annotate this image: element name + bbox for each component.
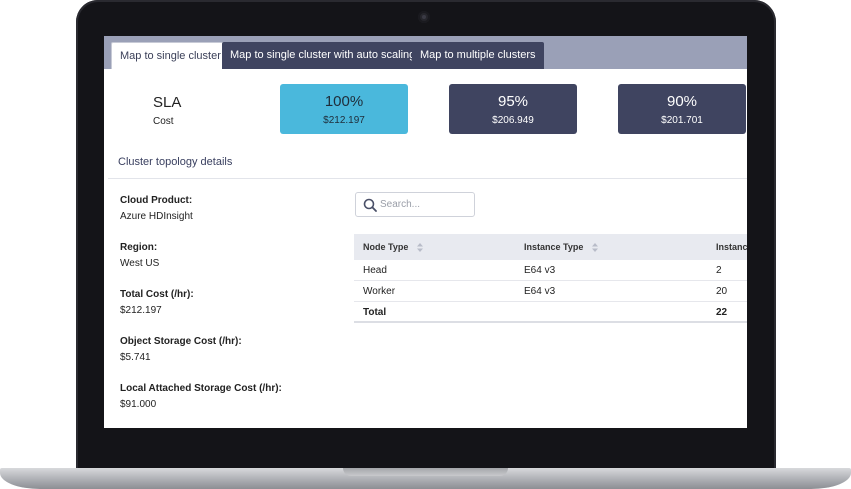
column-header-instances[interactable]: Instanc <box>716 234 747 260</box>
cell-instance-type: E64 v3 <box>524 286 556 297</box>
cell-total-instances: 22 <box>716 307 728 318</box>
column-header-instance-type[interactable]: Instance Type <box>524 234 598 260</box>
sla-option-100[interactable]: 100% $212.197 <box>280 84 408 134</box>
column-header-node-type[interactable]: Node Type <box>363 234 423 260</box>
detail-object-storage-cost: Object Storage Cost (/hr): $5.741 <box>120 336 242 363</box>
sla-option-cost: $206.949 <box>492 115 534 126</box>
cell-total-label: Total <box>363 307 387 318</box>
column-header-label: Node Type <box>363 242 409 252</box>
detail-value: $91.000 <box>120 399 157 410</box>
table-row: Head E64 v3 2 <box>354 260 747 281</box>
table-header: Node Type Instance Type Instanc <box>354 234 747 260</box>
column-header-label: Instanc <box>716 242 747 252</box>
cell-instances: 2 <box>716 265 722 276</box>
sla-option-percent: 95% <box>497 93 529 110</box>
search-box[interactable] <box>355 192 475 217</box>
detail-cloud-product: Cloud Product: Azure HDInsight <box>120 195 193 222</box>
detail-region: Region: West US <box>120 242 159 269</box>
detail-label: Region: <box>120 242 158 253</box>
detail-label: Cloud Product: <box>120 195 193 206</box>
table-row: Worker E64 v3 20 <box>354 281 747 302</box>
node-table: Node Type Instance Type Instanc Head E64… <box>354 234 747 323</box>
cell-node-type: Worker <box>363 286 396 297</box>
detail-local-storage-cost: Local Attached Storage Cost (/hr): $91.0… <box>120 383 282 410</box>
sla-option-cost: $201.701 <box>661 115 703 126</box>
column-header-label: Instance Type <box>524 242 584 252</box>
sla-option-percent: 100% <box>324 93 364 110</box>
detail-label: Object Storage Cost (/hr): <box>120 336 242 347</box>
cell-instance-type: E64 v3 <box>524 265 556 276</box>
detail-value: $212.197 <box>120 305 162 316</box>
section-title: Cluster topology details <box>118 156 233 168</box>
laptop-base-notch <box>343 468 508 476</box>
detail-value: West US <box>120 258 160 269</box>
sla-label: SLA <box>153 94 182 111</box>
cell-instances: 20 <box>716 286 728 297</box>
sort-icon <box>591 243 598 253</box>
app-screen: Map to single cluster Map to single clus… <box>104 36 747 428</box>
table-total-row: Total 22 <box>354 302 747 323</box>
tab-single-cluster[interactable]: Map to single cluster <box>111 42 230 69</box>
sla-option-95[interactable]: 95% $206.949 <box>449 84 577 134</box>
detail-total-cost: Total Cost (/hr): $212.197 <box>120 289 194 316</box>
sla-option-90[interactable]: 90% $201.701 <box>618 84 746 134</box>
camera-icon <box>418 11 430 23</box>
tab-single-cluster-auto-scaling[interactable]: Map to single cluster with auto scaling <box>222 42 424 69</box>
search-input[interactable] <box>380 196 472 213</box>
search-icon <box>363 198 377 212</box>
sla-option-percent: 90% <box>666 93 698 110</box>
detail-label: Total Cost (/hr): <box>120 289 194 300</box>
cost-label: Cost <box>153 116 174 127</box>
tab-bar: Map to single cluster Map to single clus… <box>104 36 747 69</box>
detail-value: $5.741 <box>120 352 151 363</box>
sort-icon <box>416 243 423 253</box>
laptop-base <box>0 468 851 489</box>
detail-label: Local Attached Storage Cost (/hr): <box>120 383 282 394</box>
detail-value: Azure HDInsight <box>120 211 193 222</box>
section-divider <box>108 178 747 179</box>
cell-node-type: Head <box>363 265 387 276</box>
sla-option-cost: $212.197 <box>323 115 365 126</box>
tab-multiple-clusters[interactable]: Map to multiple clusters <box>412 42 544 69</box>
